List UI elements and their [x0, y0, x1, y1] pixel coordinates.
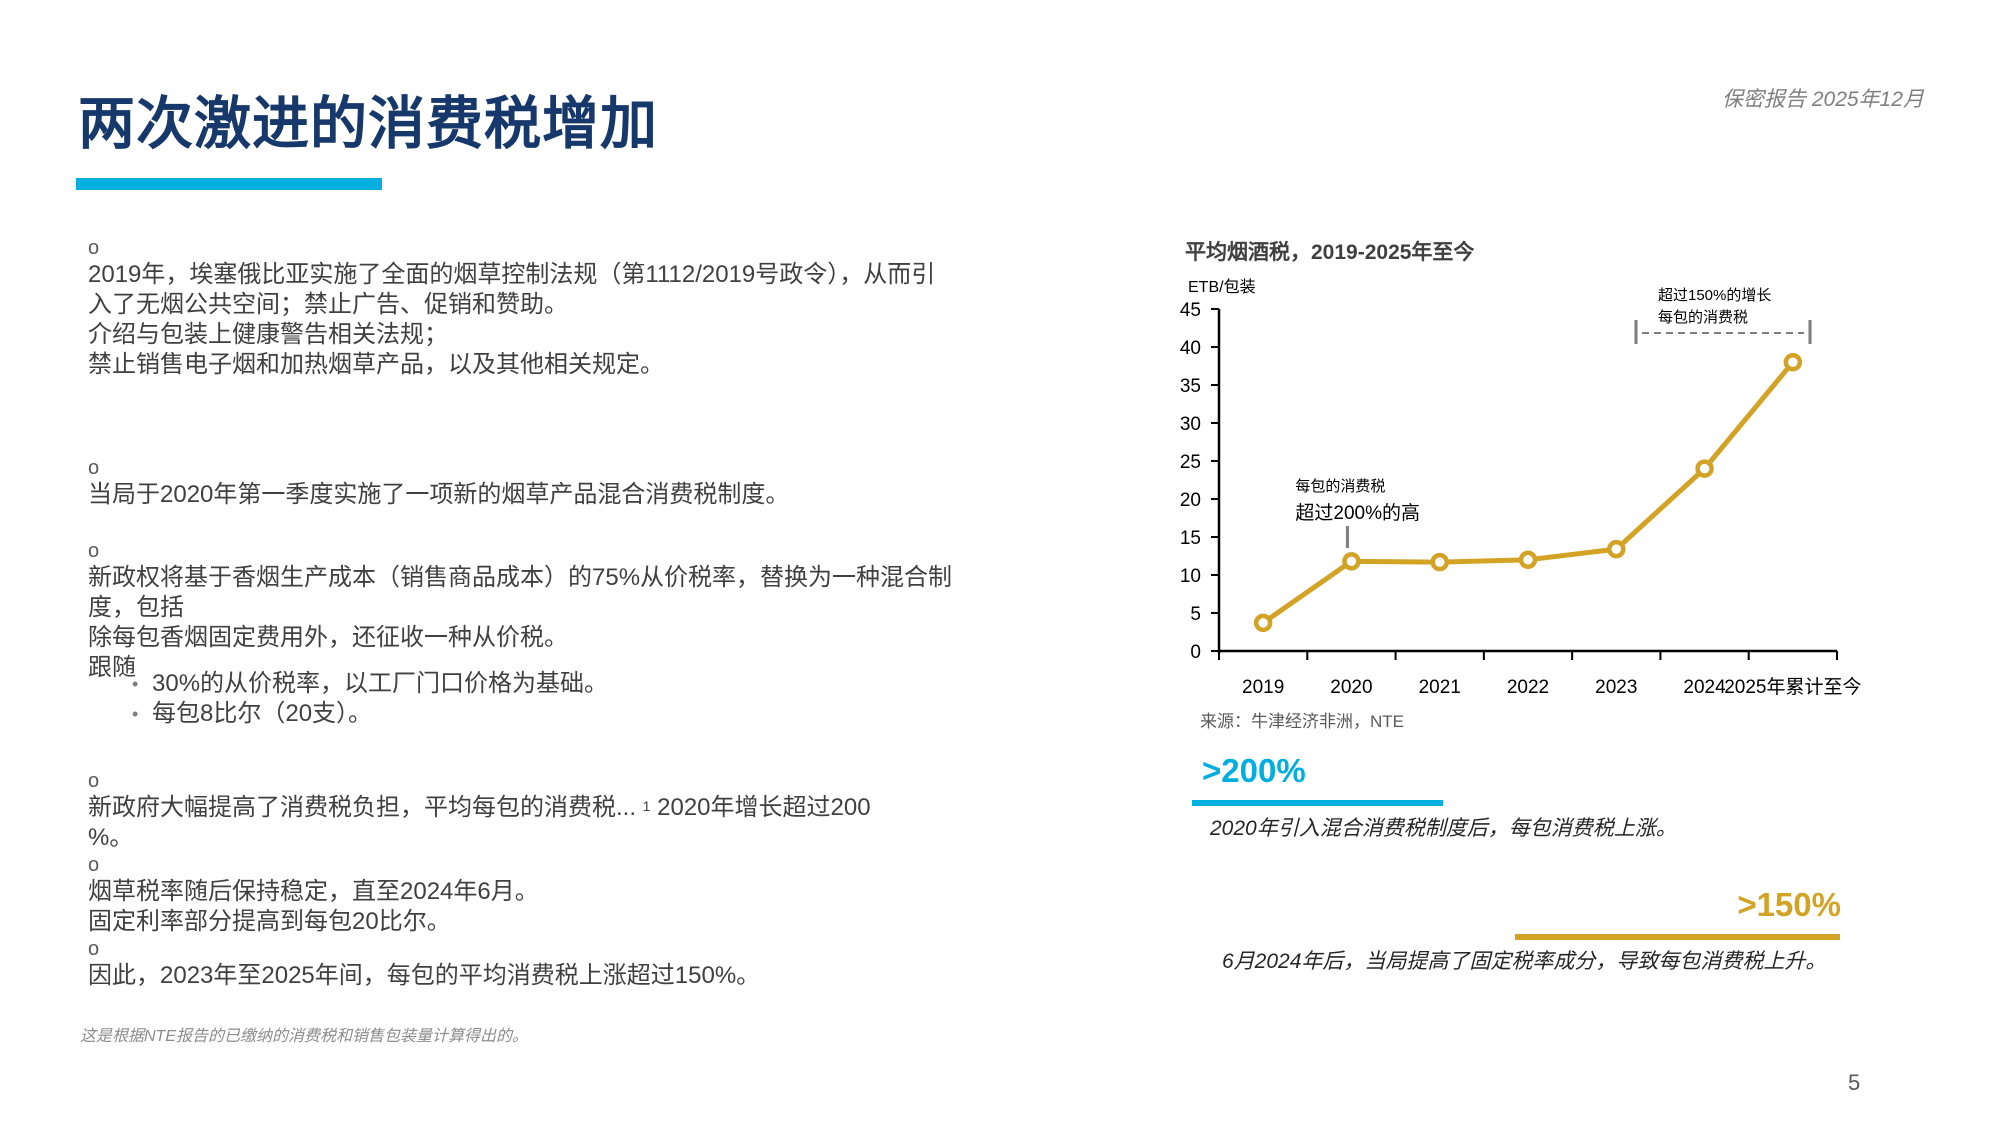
text-line: 除每包香烟固定费用外，还征收一种从价税。: [88, 624, 568, 651]
data-point: [1253, 613, 1273, 633]
bullet-icon: o: [88, 540, 100, 562]
y-tick-label: 0: [1190, 642, 1201, 663]
chart-title: 平均烟酒税，2019-2025年至今: [1185, 241, 1475, 264]
paragraph-1: o 2019年，埃塞俄比亚实施了全面的烟草控制法规（第1112/2019号政令）…: [88, 236, 1088, 380]
sub-bullet: • 30%的从价税率，以工厂门口价格为基础。: [132, 670, 609, 697]
paragraph-6: o 因此，2023年至2025年间，每包的平均消费税上涨超过150%。: [88, 937, 1088, 991]
dot-icon: •: [132, 674, 139, 694]
x-tick-label: 2023: [1595, 677, 1637, 698]
text-line: 固定利率部分提高到每包20比尔。: [88, 908, 451, 935]
callout-200-text: 2020年引入混合消费税制度后，每包消费税上涨。: [1210, 817, 1677, 840]
data-point: [1342, 552, 1361, 571]
text-line: %。: [88, 824, 134, 851]
y-tick-label: 10: [1180, 566, 1201, 587]
y-axis-label: ETB/包装: [1188, 279, 1256, 296]
y-tick-label: 40: [1180, 338, 1201, 359]
svg-text:每包的消费税: 每包的消费税: [1295, 478, 1385, 495]
chart-source: 来源：牛津经济非洲，NTE: [1200, 712, 1404, 731]
y-tick-label: 25: [1180, 452, 1201, 473]
data-point: [1430, 552, 1449, 572]
data-point: [1783, 352, 1803, 372]
callout-200-value: >200%: [1202, 752, 1306, 789]
paragraph-5: o 烟草税率随后保持稳定，直至2024年6月。 固定利率部分提高到每包20比尔。: [88, 853, 1088, 937]
text-line: 入了无烟公共空间；禁止广告、促销和赞助。: [88, 291, 568, 318]
y-tick-label: 20: [1180, 490, 1201, 511]
x-tick-label: 2022: [1507, 677, 1549, 698]
chart-axes: 0 5 10 15 20 25 30 35 40 45 2019 2020 2021 2022 2023 20…: [1180, 300, 1862, 698]
data-point: [1607, 539, 1626, 559]
x-tick-label: 2024: [1683, 677, 1726, 698]
callout-150-value: >150%: [1737, 886, 1841, 923]
title-accent-bar: [76, 178, 382, 190]
y-tick-label: 15: [1180, 528, 1201, 549]
paragraph-4: o 新政府大幅提高了消费税负担，平均每包的消费税... 1 2020年增长超过2…: [88, 769, 1088, 853]
data-point: [1518, 550, 1538, 570]
text-line: 当局于2020年第一季度实施了一项新的烟草产品混合消费税制度。: [88, 481, 790, 508]
x-tick-label: 2025年累计至今: [1724, 676, 1861, 698]
callout-150-text: 6月2024年后，当局提高了固定税率成分，导致每包消费税上升。: [1222, 950, 1827, 973]
x-tick-label: 2020: [1330, 677, 1372, 698]
page-title: 两次激进的消费税增加: [78, 92, 658, 156]
paragraph-2: o 当局于2020年第一季度实施了一项新的烟草产品混合消费税制度。: [88, 456, 1088, 510]
svg-text:超过200%的高: 超过200%的高: [1295, 502, 1420, 524]
text-line: 新政权将基于香烟生产成本（销售商品成本）的75%从价税率，替换为一种混合制: [88, 564, 953, 591]
bullet-icon: o: [88, 457, 100, 479]
callout-200-bar: [1192, 800, 1443, 806]
sub-bullet: • 每包8比尔（20支）。: [132, 700, 373, 727]
body-text: o 2019年，埃塞俄比亚实施了全面的烟草控制法规（第1112/2019号政令）…: [88, 236, 1088, 991]
x-tick-label: 2021: [1419, 677, 1461, 698]
text-line: 2019年，埃塞俄比亚实施了全面的烟草控制法规（第1112/2019号政令），从…: [88, 261, 936, 288]
page-number: 5: [1848, 1070, 1861, 1095]
y-tick-label: 45: [1180, 300, 1201, 321]
y-tick-label: 35: [1180, 376, 1201, 397]
footnote: 这是根据NTE报告的已缴纳的消费税和销售包装量计算得出的。: [80, 1028, 529, 1045]
x-tick-label: 2019: [1242, 677, 1284, 698]
y-tick-label: 5: [1190, 604, 1201, 625]
bullet-icon: o: [88, 938, 100, 960]
y-tick-label: 30: [1180, 414, 1201, 435]
text-line: 因此，2023年至2025年间，每包的平均消费税上涨超过150%。: [88, 962, 761, 989]
text-line: 介绍与包装上健康警告相关法规；: [88, 321, 448, 348]
text-line: 度，包括: [88, 594, 184, 621]
confidential-label: 保密报告 2025年12月: [1722, 88, 1924, 111]
chart-series: [1253, 352, 1803, 633]
svg-text:每包的消费税: 每包的消费税: [1658, 309, 1748, 326]
text-line: 烟草税率随后保持稳定，直至2024年6月。: [88, 878, 539, 905]
text-line: 新政府大幅提高了消费税负担，平均每包的消费税... 1 2020年增长超过200: [88, 794, 871, 821]
paragraph-3: o 新政权将基于香烟生产成本（销售商品成本）的75%从价税率，替换为一种混合制 …: [88, 539, 1088, 729]
data-point: [1695, 459, 1714, 478]
svg-text:超过150%的增长: 超过150%的增长: [1658, 287, 1771, 304]
bullet-icon: o: [88, 237, 100, 259]
callout-150-bar: [1515, 934, 1840, 940]
text-line: 禁止销售电子烟和加热烟草产品，以及其他相关规定。: [88, 351, 664, 378]
footnote-ref[interactable]: 1: [642, 798, 651, 814]
bullet-icon: o: [88, 770, 100, 792]
dot-icon: •: [132, 704, 139, 724]
bullet-icon: o: [88, 854, 100, 876]
